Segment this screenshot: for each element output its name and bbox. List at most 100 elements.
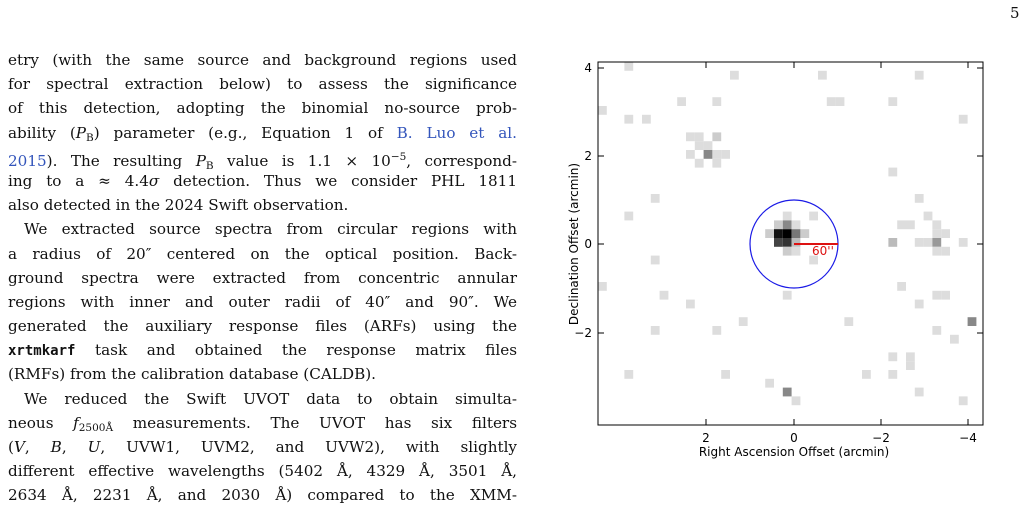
- text-line: ability (PB) parameter (e.g., Equation 1…: [8, 121, 517, 145]
- pixel: [712, 150, 722, 159]
- pixel: [888, 167, 898, 177]
- pixel: [650, 326, 660, 335]
- x-tick-label: 0: [790, 431, 798, 445]
- pixel: [791, 396, 801, 406]
- pixel: [791, 229, 801, 238]
- pixel: [835, 97, 845, 106]
- pixel: [958, 238, 968, 247]
- radius-label: 60'': [812, 244, 834, 258]
- citation[interactable]: B. Luo et al.: [396, 123, 517, 142]
- pixel: [897, 220, 906, 230]
- run: ) parameter (e.g., Equation 1 of: [93, 123, 397, 142]
- text-line: ground spectra were extracted from conce…: [8, 266, 517, 290]
- pixel: [598, 106, 607, 115]
- pixel: [624, 211, 634, 221]
- pixel: [932, 220, 942, 230]
- pixel: [914, 238, 924, 247]
- citation[interactable]: 2015: [8, 151, 47, 170]
- pixel: [941, 229, 950, 238]
- run: etry (with the same source and backgroun…: [8, 51, 517, 69]
- run: (: [8, 438, 14, 456]
- text-line: for spectral extraction below) to assess…: [8, 72, 517, 96]
- run: P: [195, 151, 206, 170]
- pixel: [694, 141, 704, 150]
- pixel: [782, 220, 792, 230]
- pixel: [659, 290, 669, 300]
- run: , UVW1, UVM2, and UVW2), with slightly: [100, 438, 518, 456]
- run: detection. Thus we consider PHL 1811: [159, 171, 517, 190]
- pixel: [791, 238, 801, 247]
- text-line: neous f2500Å measurements. The UVOT has …: [8, 411, 517, 435]
- run: −5: [390, 150, 407, 163]
- pixel: [791, 246, 801, 256]
- text-line: of this detection, adopting the binomial…: [8, 96, 517, 120]
- pixel: [624, 370, 634, 379]
- run: a radius of 20″ centered on the optical …: [8, 244, 517, 263]
- pixel: [694, 132, 704, 142]
- text-line: 2634 Å, 2231 Å, and 2030 Å) compared to …: [8, 483, 517, 507]
- pixel: [888, 352, 898, 362]
- pixel: [730, 70, 739, 80]
- page-number: 5: [1010, 4, 1020, 22]
- pixel: [914, 299, 924, 309]
- pixel: [818, 70, 827, 80]
- run: ,: [61, 438, 88, 456]
- pixel: [774, 238, 783, 247]
- pixel: [624, 62, 634, 71]
- pixel: [809, 211, 818, 221]
- run: neous: [8, 413, 74, 432]
- pixel: [958, 114, 968, 124]
- text-line: also detected in the 2024 Swift observat…: [8, 193, 517, 217]
- pixel: [721, 370, 730, 379]
- pixel: [888, 370, 898, 379]
- pixel: [932, 326, 942, 335]
- run: V: [13, 438, 25, 456]
- pixel: [712, 326, 722, 335]
- pixel: [941, 290, 950, 300]
- pixel: [932, 246, 942, 256]
- pixel: [686, 132, 695, 142]
- pixel: [932, 238, 942, 247]
- text-line: We extracted source spectra from circula…: [8, 217, 517, 241]
- pixel: [703, 141, 713, 150]
- pixel: [914, 194, 924, 203]
- pixel: [914, 70, 924, 80]
- pixel: [642, 114, 651, 124]
- text-line: (V, B, U, UVW1, UVM2, and UVW2), with sl…: [8, 435, 517, 459]
- run: measurements. The UVOT has six filters: [113, 413, 517, 432]
- pixel: [967, 317, 977, 326]
- run: regions with inner and outer radii of 40…: [8, 292, 517, 311]
- text-line: generated the auxiliary response files (…: [8, 314, 517, 338]
- pixel: [932, 229, 942, 238]
- y-tick-label: −2: [574, 326, 592, 340]
- pixel: [782, 290, 792, 300]
- run: σ: [148, 171, 160, 190]
- pixel: [914, 387, 924, 397]
- pixel: [712, 132, 722, 142]
- pixel: [950, 334, 959, 344]
- pixel: [765, 378, 774, 388]
- pixel: [941, 246, 950, 256]
- pixel: [888, 97, 898, 106]
- run: B: [86, 131, 94, 144]
- y-tick-label: 2: [584, 149, 592, 163]
- run: ). The resulting: [46, 151, 196, 170]
- pixel: [650, 255, 660, 265]
- pixel: [686, 150, 695, 159]
- text-line: regions with inner and outer radii of 40…: [8, 290, 517, 314]
- text-line: a radius of 20″ centered on the optical …: [8, 242, 517, 266]
- pixel: [809, 255, 818, 265]
- pixel: [782, 246, 792, 256]
- pixel: [782, 229, 792, 238]
- pixel: [694, 158, 704, 168]
- pixel: [888, 238, 898, 247]
- pixel: [765, 229, 774, 238]
- text-line: etry (with the same source and backgroun…: [8, 48, 517, 72]
- run: 2500Å: [78, 421, 114, 434]
- pixel: [677, 97, 686, 106]
- run: for spectral extraction below) to assess…: [8, 75, 517, 94]
- run: (RMFs) from the calibration database (CA…: [8, 365, 376, 384]
- image-pixels: [598, 62, 977, 406]
